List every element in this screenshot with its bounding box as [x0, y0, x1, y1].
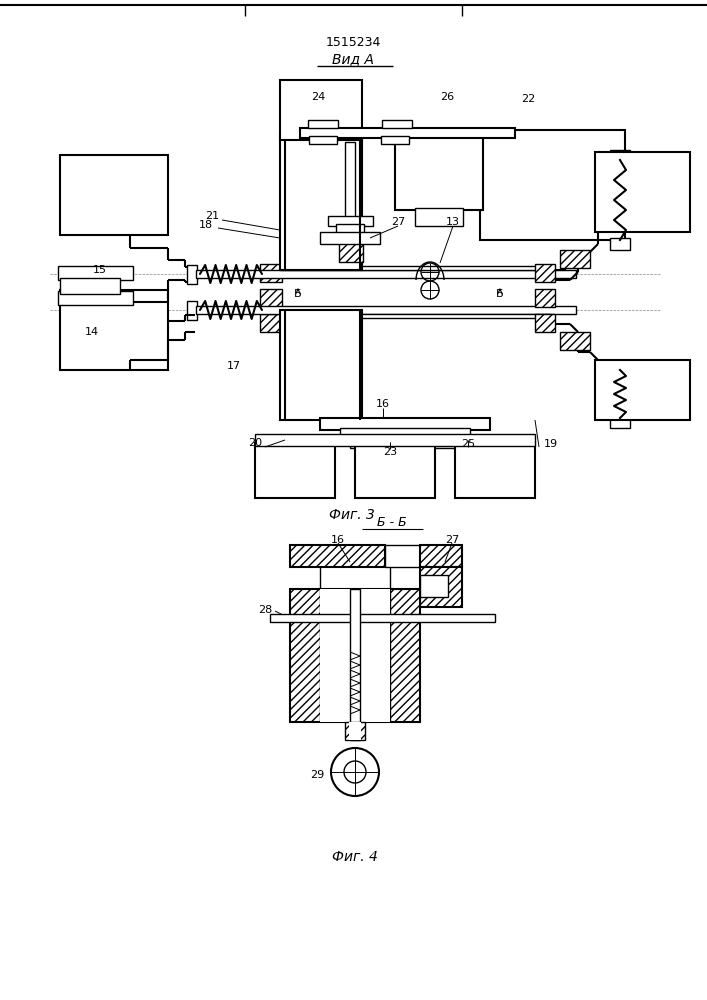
Text: 25: 25: [461, 439, 475, 449]
Bar: [349, 722, 361, 740]
Text: 19: 19: [544, 439, 558, 449]
Text: 18: 18: [199, 220, 213, 230]
Bar: [339, 236, 363, 262]
Bar: [270, 614, 495, 622]
Text: Вид A: Вид A: [332, 52, 374, 66]
Bar: [320, 418, 490, 430]
Text: 27: 27: [391, 217, 405, 227]
Text: 16: 16: [331, 535, 345, 545]
Text: 28: 28: [258, 605, 272, 615]
Text: 29: 29: [310, 770, 324, 780]
Bar: [60, 290, 168, 370]
Text: 24: 24: [311, 92, 325, 102]
Text: 16: 16: [376, 399, 390, 409]
Text: Б: Б: [294, 289, 302, 299]
Text: 15: 15: [93, 265, 107, 275]
Text: 17: 17: [227, 361, 241, 371]
Text: 1515234: 1515234: [325, 36, 380, 49]
Text: 14: 14: [85, 327, 99, 337]
Bar: [60, 155, 168, 235]
Bar: [480, 130, 625, 240]
Bar: [260, 289, 282, 307]
Bar: [196, 306, 576, 314]
Bar: [255, 443, 335, 498]
Bar: [336, 224, 364, 236]
Bar: [420, 567, 462, 607]
Bar: [280, 80, 362, 140]
Text: Б - Б: Б - Б: [377, 516, 407, 530]
Text: 20: 20: [248, 438, 262, 448]
Text: 21: 21: [205, 211, 219, 221]
Bar: [290, 589, 420, 722]
Text: 27: 27: [445, 535, 459, 545]
Bar: [610, 360, 630, 372]
Bar: [610, 238, 630, 250]
Bar: [395, 132, 483, 210]
Bar: [340, 428, 470, 442]
Bar: [58, 266, 133, 280]
Bar: [187, 265, 197, 284]
Bar: [415, 208, 463, 226]
Bar: [196, 270, 576, 278]
Bar: [308, 120, 338, 128]
Bar: [255, 434, 535, 446]
Bar: [420, 575, 448, 597]
Bar: [309, 136, 337, 144]
Text: 26: 26: [440, 92, 454, 102]
Bar: [345, 142, 355, 220]
Bar: [455, 443, 535, 498]
Bar: [328, 216, 373, 226]
Bar: [610, 416, 630, 428]
Bar: [420, 575, 448, 597]
Bar: [350, 440, 460, 448]
Bar: [58, 291, 133, 305]
Bar: [355, 443, 435, 498]
Bar: [345, 722, 365, 740]
Text: 13: 13: [446, 217, 460, 227]
Bar: [382, 120, 412, 128]
Bar: [535, 289, 555, 307]
Bar: [320, 232, 380, 244]
Text: 23: 23: [383, 447, 397, 457]
Bar: [60, 278, 120, 294]
Bar: [280, 314, 550, 318]
Bar: [385, 545, 420, 567]
Bar: [595, 360, 690, 420]
Bar: [260, 264, 282, 282]
Bar: [420, 545, 462, 567]
Bar: [610, 150, 630, 162]
Bar: [560, 250, 590, 268]
Bar: [187, 301, 197, 320]
Bar: [300, 128, 515, 138]
Bar: [535, 264, 555, 282]
Bar: [535, 314, 555, 332]
Bar: [350, 589, 360, 740]
Bar: [280, 135, 362, 270]
Bar: [595, 152, 690, 232]
Bar: [290, 545, 385, 567]
Bar: [320, 589, 390, 722]
Bar: [260, 314, 282, 332]
Text: Фиг. 4: Фиг. 4: [332, 850, 378, 864]
Text: Фиг. 3: Фиг. 3: [329, 508, 375, 522]
Bar: [280, 266, 550, 270]
Bar: [381, 136, 409, 144]
Bar: [560, 332, 590, 350]
Bar: [280, 310, 362, 420]
Text: 22: 22: [521, 94, 535, 104]
Text: Б: Б: [496, 289, 504, 299]
